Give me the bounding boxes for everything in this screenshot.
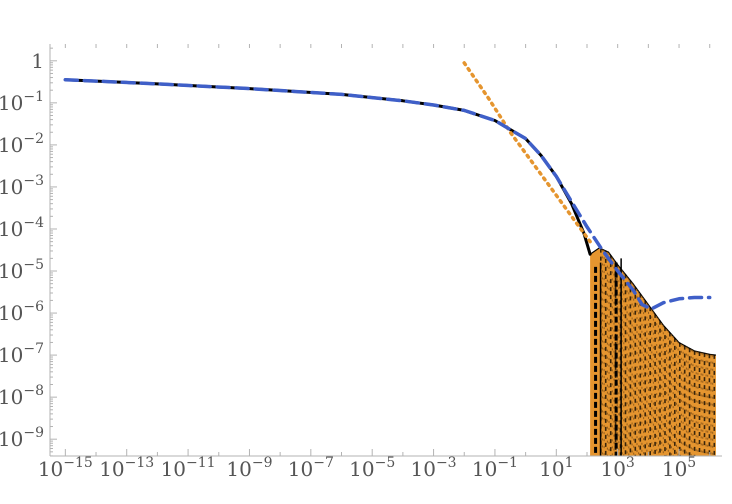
axes: 1 10−1 10−2 10−3 10−4 10−5 10−6 10−7 10−8 10−9 10−… [0, 44, 722, 481]
y-tick-label: 1 [31, 49, 44, 73]
x-tick-label: 101 [539, 455, 573, 481]
y-tick-label: 10−9 [0, 425, 44, 451]
x-tick-label: 10−15 [38, 455, 93, 481]
x-tick-label: 10−5 [349, 455, 395, 481]
oscillation-fill-layer [589, 247, 716, 456]
y-tick-label: 10−2 [0, 131, 44, 157]
series-dotted-line [462, 61, 592, 244]
y-tick-label: 10−7 [0, 341, 44, 367]
y-tick-label: 10−4 [0, 215, 44, 241]
series-dashed-line [63, 77, 712, 311]
series-layer [63, 61, 712, 311]
x-tick-label: 10−11 [161, 455, 216, 481]
y-tick-label: 10−5 [0, 257, 44, 283]
x-tick-label: 10−13 [99, 455, 154, 481]
x-tick-label: 105 [662, 455, 696, 481]
y-tick-label: 10−6 [0, 299, 44, 325]
x-tick-label: 10−3 [411, 455, 457, 481]
y-tick-label: 10−8 [0, 383, 44, 409]
y-tick-label: 10−3 [0, 173, 44, 199]
x-tick-label: 10−9 [226, 455, 272, 481]
y-tick-label: 10−1 [0, 89, 44, 115]
x-tick-label: 103 [600, 455, 634, 481]
x-tick-label: 10−7 [288, 455, 334, 481]
x-tick-label: 10−1 [472, 455, 518, 481]
